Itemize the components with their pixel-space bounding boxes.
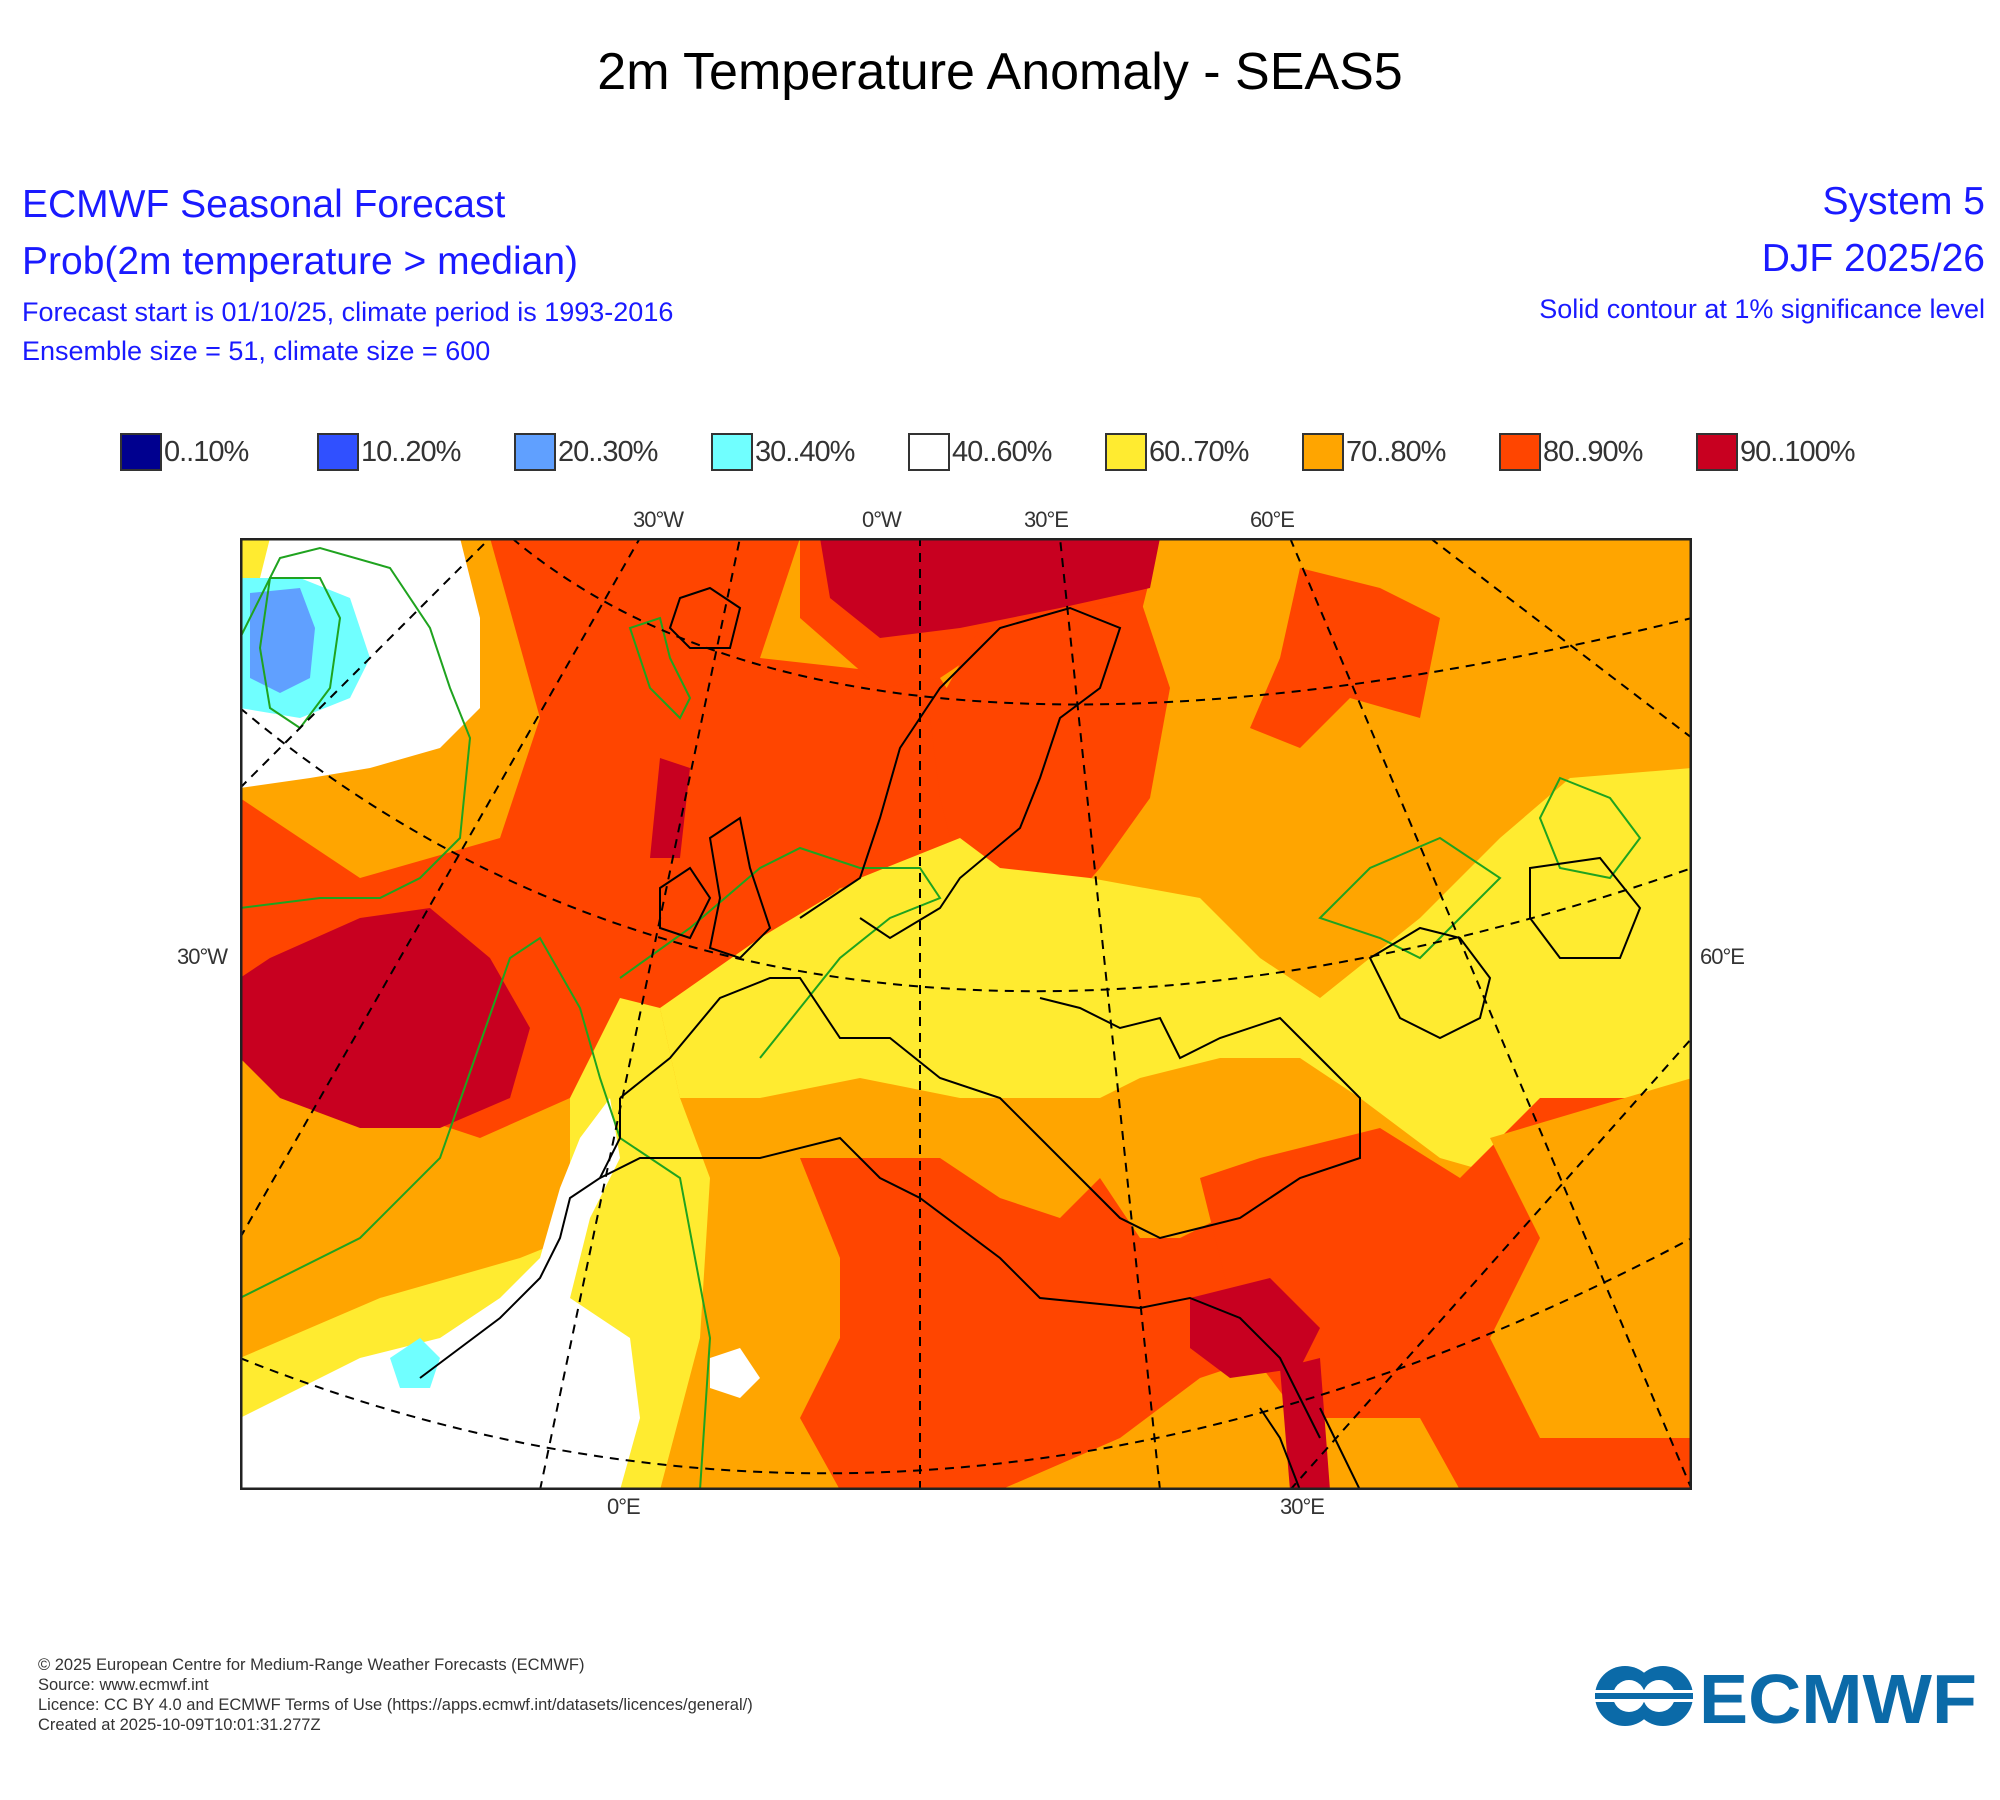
legend-label: 20..30% [558, 435, 658, 468]
coastline-caspian [1529, 856, 1642, 959]
legend-swatch [908, 433, 950, 471]
legend-label: 40..60% [952, 435, 1052, 468]
legend-swatch [1302, 433, 1344, 471]
legend-swatch [317, 433, 359, 471]
region-urals-80-90 [1250, 568, 1440, 748]
legend-label: 0..10% [164, 435, 249, 468]
graticule-meridian [240, 538, 491, 789]
legend-label: 90..100% [1740, 435, 1856, 468]
header-org: ECMWF Seasonal Forecast [22, 183, 506, 226]
ecmwf-logo: ECMWF [1595, 1660, 1977, 1735]
region-north-africa-40-60 [240, 1098, 640, 1490]
axis-label-left-30w: 30°W [177, 944, 228, 969]
legend-swatch [1105, 433, 1147, 471]
legend-label: 60..70% [1149, 435, 1249, 468]
legend-swatch [711, 433, 753, 471]
header-forecast-start: Forecast start is 01/10/25, climate peri… [22, 297, 674, 327]
legend-item: 30..40% [711, 432, 855, 472]
coastline-scandinavia [799, 606, 1122, 940]
footer-credits: © 2025 European Centre for Medium-Range … [38, 1655, 753, 1735]
graticule-parallel [240, 707, 1692, 993]
region-iran-70-80 [1490, 1078, 1692, 1438]
legend-item: 80..90% [1499, 432, 1643, 472]
graticule-parallel [510, 538, 1692, 706]
region-sahara-40-60 [710, 1348, 760, 1398]
footer-source: Source: www.ecmwf.int [38, 1676, 209, 1694]
axis-label-top-60e: 60°E [1250, 507, 1295, 532]
graticule-meridian [240, 538, 641, 1239]
ecmwf-logo-text: ECMWF [1699, 1660, 1977, 1735]
legend-swatch [1499, 433, 1541, 471]
graticule-meridian [539, 538, 741, 1490]
region-central-europe-60-70 [660, 768, 1692, 1178]
graticule-parallel [240, 1237, 1692, 1475]
legend-label: 30..40% [755, 435, 855, 468]
significance-contour [240, 546, 472, 909]
axis-label-bottom-30e: 30°E [1280, 1494, 1325, 1519]
header-season: DJF 2025/26 [1761, 237, 1985, 280]
ecmwf-logo-icon [1595, 1666, 1693, 1726]
coastline-red-sea [1259, 1407, 1361, 1490]
header-significance: Solid contour at 1% significance level [1539, 294, 1985, 324]
border-line [419, 1098, 621, 1379]
color-legend: 0..10% 10..20% 20..30% 30..40% 40..60% 60..70… [120, 432, 1900, 476]
coastline-british-isles [659, 816, 772, 960]
legend-item: 0..10% [120, 432, 249, 472]
axis-label-bottom-0e: 0°E [607, 1494, 641, 1519]
legend-label: 80..90% [1543, 435, 1643, 468]
footer-licence: Licence: CC BY 4.0 and ECMWF Terms of Us… [38, 1696, 753, 1714]
legend-swatch [120, 433, 162, 471]
coastline-black-sea [1368, 926, 1492, 1040]
legend-item: 40..60% [908, 432, 1052, 472]
legend-swatch [1696, 433, 1738, 471]
header-system: System 5 [1822, 180, 1985, 223]
graticule-meridian [1289, 1037, 1692, 1490]
significance-contour [628, 616, 692, 720]
header-ensemble-size: Ensemble size = 51, climate size = 600 [22, 336, 491, 366]
region-east-med-90-100 [1190, 1278, 1320, 1378]
legend-item: 70..80% [1302, 432, 1446, 472]
significance-contour [1318, 836, 1502, 960]
coastline-iceland [668, 586, 742, 649]
region-atlantic-90-100 [240, 908, 530, 1128]
map-frame [240, 538, 1692, 1490]
footer-created: Created at 2025-10-09T10:01:31.277Z [38, 1716, 321, 1734]
graticule-meridian [1289, 538, 1692, 1490]
region-barents-90-100 [820, 538, 1160, 638]
legend-swatch [514, 433, 556, 471]
footer-copyright: © 2025 European Centre for Medium-Range … [38, 1656, 585, 1674]
legend-item: 20..30% [514, 432, 658, 472]
region-atlas-30-40 [390, 1338, 440, 1388]
chart-title: 2m Temperature Anomaly - SEAS5 [597, 43, 1403, 101]
axis-label-top-0w: 0°W [862, 507, 902, 532]
axis-label-top-30e: 30°E [1024, 507, 1069, 532]
region-greenland-20-30 [250, 588, 315, 693]
graticule-meridian [1429, 538, 1692, 739]
legend-label: 10..20% [361, 435, 461, 468]
region-atlantic-small-90-100 [650, 758, 690, 858]
legend-item: 60..70% [1105, 432, 1249, 472]
header-variable: Prob(2m temperature > median) [22, 240, 578, 283]
coastline-europe [619, 977, 1361, 1240]
probability-map [240, 538, 1692, 1490]
legend-label: 70..80% [1346, 435, 1446, 468]
significance-contour [619, 846, 942, 1059]
axis-label-right-60e: 60°E [1700, 944, 1745, 969]
legend-item: 90..100% [1696, 432, 1856, 472]
legend-item: 10..20% [317, 432, 461, 472]
significance-contour [258, 577, 342, 730]
significance-contour [1538, 776, 1642, 880]
significance-contour [240, 936, 712, 1490]
region-red-sea-90-100 [1280, 1358, 1330, 1490]
axis-label-top-30w: 30°W [633, 507, 684, 532]
coastline-north-africa [599, 1136, 1321, 1439]
